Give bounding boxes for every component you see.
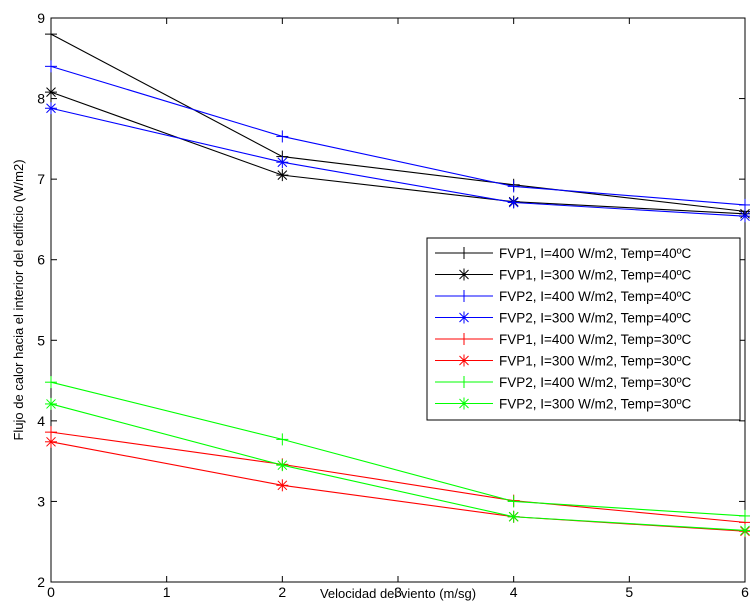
y-tick-label: 3	[37, 493, 45, 509]
legend-item: FVP1, I=400 W/m2, Temp=30ºC	[435, 332, 692, 347]
data-point	[276, 479, 289, 492]
legend-marker	[458, 268, 470, 281]
y-tick-label: 9	[37, 10, 45, 26]
legend-marker	[458, 354, 470, 367]
legend-marker	[458, 311, 470, 324]
legend-item: FVP2, I=300 W/m2, Temp=40ºC	[435, 311, 692, 326]
data-point	[276, 156, 289, 169]
series-line	[50, 381, 746, 517]
legend-marker	[458, 247, 470, 259]
legend-marker	[458, 290, 470, 302]
data-point	[45, 102, 57, 115]
data-point	[45, 435, 57, 448]
data-point	[45, 60, 57, 73]
legend-label: FVP2, I=300 W/m2, Temp=40ºC	[499, 311, 692, 326]
data-point	[45, 28, 57, 41]
series-4	[45, 102, 750, 223]
series-line	[50, 91, 746, 215]
series-3	[45, 60, 750, 211]
data-point	[739, 509, 750, 522]
data-point	[507, 510, 520, 523]
data-point	[45, 86, 57, 99]
data-point	[507, 180, 520, 193]
series-line	[50, 403, 746, 531]
x-tick-label: 1	[163, 584, 171, 600]
legend-item: FVP2, I=400 W/m2, Temp=40ºC	[435, 289, 692, 304]
data-point	[739, 524, 750, 537]
x-axis-title: Velocidad del viento (m/sg)	[320, 586, 476, 601]
data-point	[507, 495, 520, 508]
series-layer	[45, 28, 750, 538]
y-axis-title: Flujo de calor hacia el interior del edi…	[11, 159, 26, 440]
data-point	[507, 196, 520, 209]
legend-item: FVP1, I=300 W/m2, Temp=30ºC	[435, 354, 692, 369]
data-point	[45, 376, 57, 389]
data-point	[739, 198, 750, 211]
y-tick-label: 2	[37, 574, 45, 590]
y-tick-label: 7	[37, 171, 45, 187]
legend-label: FVP2, I=300 W/m2, Temp=30ºC	[499, 397, 692, 412]
data-point	[276, 130, 289, 143]
series-line	[50, 431, 746, 523]
x-tick-label: 2	[278, 584, 286, 600]
legend-item: FVP1, I=400 W/m2, Temp=40ºC	[435, 246, 692, 261]
legend-item: FVP2, I=400 W/m2, Temp=30ºC	[435, 375, 692, 390]
legend-label: FVP1, I=400 W/m2, Temp=40ºC	[499, 246, 692, 261]
x-tick-label: 0	[47, 584, 55, 600]
data-point	[45, 397, 57, 410]
legend-label: FVP1, I=400 W/m2, Temp=30ºC	[499, 332, 692, 347]
x-tick-label: 6	[741, 584, 749, 600]
series-8	[45, 397, 750, 537]
legend-label: FVP1, I=300 W/m2, Temp=40ºC	[499, 268, 692, 283]
series-7	[45, 376, 750, 522]
data-point	[276, 433, 289, 446]
legend-marker	[458, 376, 470, 388]
y-tick-label: 8	[37, 91, 45, 107]
legend-item: FVP1, I=300 W/m2, Temp=40ºC	[435, 268, 692, 283]
data-point	[276, 459, 289, 472]
y-tick-label: 4	[37, 413, 45, 429]
data-point	[276, 169, 289, 182]
legend-label: FVP2, I=400 W/m2, Temp=30ºC	[499, 375, 692, 390]
x-tick-label: 4	[510, 584, 518, 600]
x-tick-label: 3	[394, 584, 402, 600]
axis-ticks: 0 1 2 3 4 5 6 2 3 4 5 6 7 8 9	[37, 10, 749, 600]
data-point	[739, 210, 750, 223]
series-line	[50, 33, 746, 212]
series-line	[50, 65, 746, 206]
legend-item: FVP2, I=300 W/m2, Temp=30ºC	[435, 397, 692, 412]
y-tick-label: 5	[37, 332, 45, 348]
legend: FVP1, I=400 W/m2, Temp=40ºC FVP1, I=300 W…	[426, 237, 741, 421]
y-tick-label: 6	[37, 252, 45, 268]
legend-marker	[458, 397, 470, 410]
legend-label: FVP1, I=300 W/m2, Temp=30ºC	[499, 354, 692, 369]
x-tick-label: 5	[625, 584, 633, 600]
legend-box	[426, 237, 741, 421]
legend-label: FVP2, I=400 W/m2, Temp=40ºC	[499, 289, 692, 304]
series-line	[50, 107, 746, 217]
legend-marker	[458, 333, 470, 345]
